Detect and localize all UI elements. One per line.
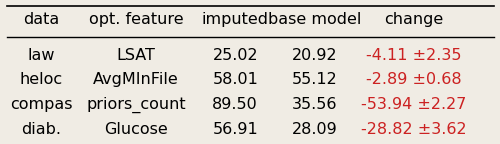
Text: diab.: diab. — [22, 122, 62, 137]
Text: 55.12: 55.12 — [292, 72, 338, 87]
Text: 56.91: 56.91 — [212, 122, 258, 137]
Text: change: change — [384, 12, 444, 27]
Text: -2.89 ±0.68: -2.89 ±0.68 — [366, 72, 462, 87]
Text: -53.94 ±2.27: -53.94 ±2.27 — [362, 97, 467, 112]
Text: opt. feature: opt. feature — [88, 12, 183, 27]
Text: 89.50: 89.50 — [212, 97, 258, 112]
Text: 25.02: 25.02 — [212, 48, 258, 62]
Text: priors_count: priors_count — [86, 96, 186, 113]
Text: -28.82 ±3.62: -28.82 ±3.62 — [362, 122, 467, 137]
Text: 58.01: 58.01 — [212, 72, 258, 87]
Text: AvgMInFile: AvgMInFile — [93, 72, 178, 87]
Text: 20.92: 20.92 — [292, 48, 338, 62]
Text: 35.56: 35.56 — [292, 97, 338, 112]
Text: base model: base model — [268, 12, 362, 27]
Text: data: data — [24, 12, 60, 27]
Text: Glucose: Glucose — [104, 122, 168, 137]
Text: imputed: imputed — [202, 12, 268, 27]
Text: law: law — [28, 48, 55, 62]
Text: 28.09: 28.09 — [292, 122, 338, 137]
Text: heloc: heloc — [20, 72, 63, 87]
Text: -4.11 ±2.35: -4.11 ±2.35 — [366, 48, 462, 62]
Text: LSAT: LSAT — [116, 48, 156, 62]
Text: compas: compas — [10, 97, 72, 112]
